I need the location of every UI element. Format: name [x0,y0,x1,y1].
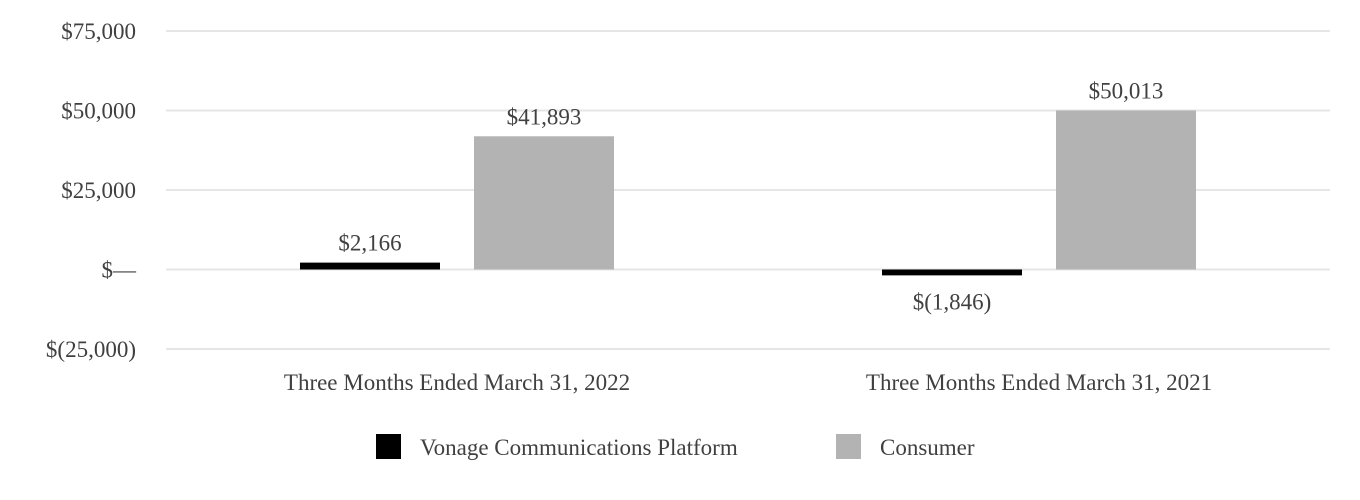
x-category-label: Three Months Ended March 31, 2022 [284,370,630,395]
y-tick-label: $25,000 [61,178,136,203]
x-category-label: Three Months Ended March 31, 2021 [866,370,1212,395]
x-axis: Three Months Ended March 31, 2022 Three M… [284,370,1212,395]
legend-label: Vonage Communications Platform [420,435,738,460]
legend-swatch [376,434,401,459]
y-axis: $75,000 $50,000 $25,000 $— $(25,000) [46,19,137,362]
data-label: $50,013 [1089,78,1164,103]
data-labels: $2,166 $41,893 $(1,846) $50,013 [338,78,1163,314]
bar [474,136,614,270]
y-tick-label: $(25,000) [46,337,136,362]
y-tick-label: $— [102,258,138,283]
y-tick-label: $75,000 [61,19,136,44]
bars [300,110,1196,276]
bar [300,262,440,270]
legend-swatch [836,434,861,459]
y-tick-label: $50,000 [61,99,136,124]
legend-label: Consumer [880,435,975,460]
data-label: $2,166 [338,231,401,256]
data-label: $41,893 [507,104,582,129]
legend: Vonage Communications Platform Consumer [376,434,975,460]
bar [882,269,1022,276]
data-label: $(1,846) [913,289,992,314]
bar [1056,110,1196,270]
